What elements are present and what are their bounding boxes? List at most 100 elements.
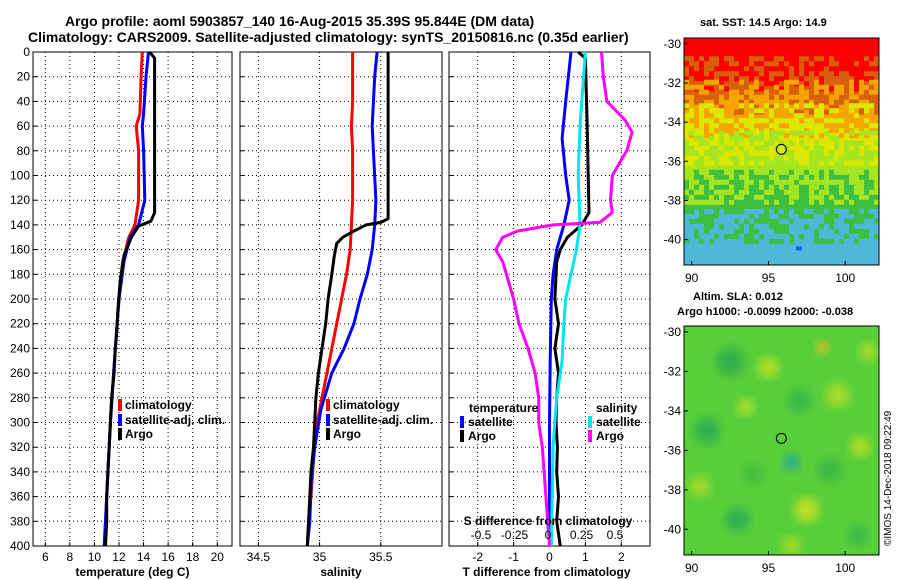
sst-pixel: [774, 150, 779, 156]
sst-pixel: [749, 233, 754, 239]
sst-pixel: [714, 233, 719, 239]
sst-pixel: [734, 150, 739, 156]
sst-pixel: [764, 61, 769, 67]
sst-pixel: [764, 76, 769, 82]
sst-pixel: [859, 208, 864, 214]
sst-pixel: [874, 213, 879, 219]
sla-anomaly-patch: [737, 398, 754, 415]
sst-pixel: [819, 103, 824, 109]
sst-pixel: [734, 130, 739, 136]
sst-pixel: [709, 194, 714, 200]
sst-pixel: [789, 79, 794, 85]
sla-anomaly-patch: [743, 464, 764, 485]
sst-pixel: [779, 123, 784, 129]
sst-pixel: [769, 238, 774, 244]
title-line-2: Climatology: CARS2009. Satellite-adjuste…: [28, 29, 629, 45]
sst-pixel: [704, 86, 709, 92]
sst-pixel: [869, 89, 874, 95]
sst-pixel: [859, 94, 864, 100]
sla-anomaly-patch: [817, 458, 842, 483]
sst-pixel: [729, 199, 734, 205]
sst-pixel: [839, 94, 844, 100]
sst-pixel: [834, 208, 839, 214]
sst-pixel: [684, 179, 689, 185]
sst-pixel: [699, 238, 704, 244]
diff-s-tick-label: 0: [545, 528, 552, 542]
sst-pixel: [709, 79, 714, 85]
sst-pixel: [819, 194, 824, 200]
sst-pixel: [694, 76, 699, 82]
sst-pixel: [749, 103, 754, 109]
sst-pixel: [819, 99, 824, 105]
sst-pixel: [734, 76, 739, 82]
sst-pixel: [709, 71, 714, 77]
temp-x-tick-label: 20: [211, 550, 225, 564]
sst-pixel: [799, 145, 804, 151]
sst-pixel: [799, 150, 804, 156]
sst-pixel: [869, 160, 874, 166]
sst-pixel: [804, 150, 809, 156]
sst-pixel: [794, 99, 799, 105]
sst-pixel: [694, 71, 699, 77]
sst-pixel: [704, 145, 709, 151]
sst-pixel: [769, 113, 774, 119]
sst-pixel: [864, 103, 869, 109]
sst-pixel: [819, 238, 824, 244]
diff-legend-label: satellite: [596, 415, 641, 429]
sst-pixel: [774, 103, 779, 109]
sst-pixel: [684, 99, 689, 105]
sst-pixel: [714, 99, 719, 105]
sst-pixel: [834, 61, 839, 67]
y-tick-label: 120: [10, 193, 30, 207]
sst-pixel: [744, 233, 749, 239]
sst-pixel: [739, 218, 744, 224]
sst-pixel: [824, 130, 829, 136]
sst-pixel: [859, 79, 864, 85]
sla-x-tick-label: 90: [685, 561, 699, 575]
sst-pixel: [769, 81, 774, 87]
sst-pixel: [779, 94, 784, 100]
sst-pixel: [819, 81, 824, 87]
sst-pixel: [784, 223, 789, 229]
sst-pixel: [874, 199, 879, 205]
sst-pixel: [739, 79, 744, 85]
sst-pixel: [719, 113, 724, 119]
sst-pixel: [794, 130, 799, 136]
sst-pixel: [869, 130, 874, 136]
sst-pixel: [804, 218, 809, 224]
sst-pixel: [784, 218, 789, 224]
sal-x-tick-label: 34.5: [247, 550, 271, 564]
sst-pixel: [839, 174, 844, 180]
sst-pixel: [864, 194, 869, 200]
sst-pixel: [794, 71, 799, 77]
sla-y-tick-label: -36: [664, 443, 682, 457]
sst-pixel: [749, 238, 754, 244]
sst-pixel: [724, 150, 729, 156]
sst-pixel: [689, 184, 694, 190]
diff-s-tick-label: -0.5: [471, 528, 492, 542]
temp-x-tick-label: 14: [137, 550, 151, 564]
sst-pixel: [814, 71, 819, 77]
sst-pixel: [699, 103, 704, 109]
sst-pixel: [819, 133, 824, 139]
sla-map-image: [684, 326, 879, 555]
sst-pixel: [694, 123, 699, 129]
sst-pixel: [749, 218, 754, 224]
sst-pixel: [739, 123, 744, 129]
sst-pixel: [769, 169, 774, 175]
sst-pixel: [714, 118, 719, 124]
diff-legend-swatch: [460, 416, 464, 428]
sst-pixel: [704, 133, 709, 139]
sst-pixel: [709, 208, 714, 214]
sst-pixel: [714, 218, 719, 224]
diff-x-tick-label: -1: [508, 550, 519, 564]
sst-pixel: [739, 169, 744, 175]
sst-pixel: [754, 213, 759, 219]
sst-pixel: [829, 123, 834, 129]
sst-pixel: [799, 56, 804, 62]
sst-pixel: [689, 130, 694, 136]
sst-pixel: [874, 109, 879, 115]
sst-pixel: [694, 155, 699, 161]
diff-s-tick-label: 0.25: [570, 528, 594, 542]
sst-pixel: [689, 84, 694, 90]
